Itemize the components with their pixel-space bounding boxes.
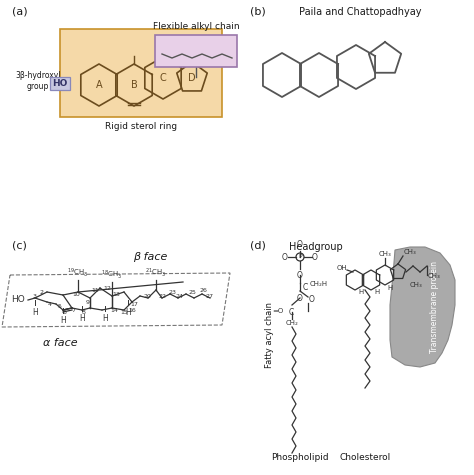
- Text: β face: β face: [133, 252, 167, 262]
- Text: (c): (c): [12, 240, 27, 250]
- Text: Phospholipid: Phospholipid: [271, 453, 329, 462]
- Text: 11: 11: [91, 287, 99, 293]
- FancyBboxPatch shape: [155, 35, 237, 67]
- Text: CH₂H: CH₂H: [310, 281, 328, 287]
- Text: A: A: [96, 80, 102, 90]
- Text: HO: HO: [52, 79, 68, 88]
- Text: =O: =O: [273, 308, 284, 314]
- Text: Paila and Chattopadhyay: Paila and Chattopadhyay: [299, 7, 421, 17]
- Text: 17: 17: [130, 302, 138, 306]
- Text: B: B: [131, 80, 137, 90]
- Text: 14: 14: [110, 307, 118, 313]
- Text: O: O: [297, 294, 303, 303]
- Text: 3: 3: [33, 294, 37, 298]
- Text: HO: HO: [11, 295, 25, 304]
- Text: $^{21}$CH$_3$: $^{21}$CH$_3$: [145, 266, 167, 279]
- Text: 10: 10: [72, 292, 80, 296]
- Text: 22: 22: [159, 294, 167, 300]
- Text: $^{19}$CH$_3$: $^{19}$CH$_3$: [67, 266, 89, 279]
- Text: CH₂: CH₂: [285, 320, 299, 326]
- Text: 5: 5: [58, 304, 62, 308]
- Text: 23: 23: [169, 289, 177, 294]
- Text: P: P: [298, 255, 302, 259]
- Text: 7: 7: [71, 308, 75, 314]
- Text: CH₃: CH₃: [410, 282, 423, 288]
- FancyBboxPatch shape: [60, 29, 222, 117]
- Text: 2: 2: [40, 289, 44, 294]
- Text: 8: 8: [82, 310, 86, 314]
- Text: OH: OH: [337, 265, 347, 271]
- Text: O: O: [297, 240, 303, 249]
- Text: C: C: [303, 283, 308, 292]
- Text: 24: 24: [176, 294, 184, 300]
- Text: 27: 27: [206, 294, 214, 298]
- Text: CH₃: CH₃: [404, 249, 417, 255]
- Text: Cholesterol: Cholesterol: [339, 453, 391, 462]
- Text: Flexible alkyl chain: Flexible alkyl chain: [153, 22, 239, 31]
- Text: Headgroup: Headgroup: [289, 242, 343, 252]
- Text: H: H: [60, 316, 66, 325]
- Text: D: D: [188, 73, 196, 83]
- Text: Transmembrane protein: Transmembrane protein: [430, 261, 439, 353]
- Text: O: O: [312, 253, 318, 262]
- FancyBboxPatch shape: [50, 77, 70, 90]
- Text: O: O: [282, 253, 288, 262]
- Text: 25: 25: [188, 289, 196, 294]
- Text: CH₃: CH₃: [428, 273, 441, 279]
- Text: $^{18}$CH$_3$: $^{18}$CH$_3$: [101, 268, 123, 281]
- Text: 4: 4: [48, 303, 52, 307]
- Text: O: O: [297, 271, 303, 280]
- Text: 6: 6: [63, 311, 67, 315]
- Text: H: H: [79, 314, 85, 323]
- Text: H: H: [358, 289, 364, 295]
- Text: 26: 26: [199, 287, 207, 293]
- Text: Rigid sterol ring: Rigid sterol ring: [105, 122, 177, 131]
- Text: 12: 12: [103, 285, 111, 291]
- Text: (d): (d): [250, 240, 266, 250]
- Text: H: H: [102, 314, 108, 323]
- Text: (a): (a): [12, 7, 27, 17]
- Text: C: C: [288, 308, 293, 317]
- Text: H: H: [387, 285, 392, 291]
- Text: Fatty acyl chain: Fatty acyl chain: [265, 302, 274, 368]
- Text: C: C: [160, 73, 166, 83]
- Text: (b): (b): [250, 7, 266, 17]
- Text: CH₃: CH₃: [379, 251, 392, 257]
- Text: 16: 16: [128, 307, 136, 313]
- Text: α face: α face: [43, 338, 77, 348]
- Text: H: H: [374, 289, 380, 295]
- Text: O: O: [309, 295, 315, 304]
- Text: 3β-hydroxyl
group: 3β-hydroxyl group: [15, 71, 61, 91]
- Text: H: H: [32, 308, 38, 317]
- Text: 15: 15: [120, 311, 128, 315]
- Text: H: H: [125, 308, 131, 317]
- Text: 9: 9: [86, 300, 90, 304]
- Polygon shape: [390, 247, 455, 367]
- Text: 13: 13: [112, 292, 120, 296]
- Text: 20: 20: [143, 294, 151, 300]
